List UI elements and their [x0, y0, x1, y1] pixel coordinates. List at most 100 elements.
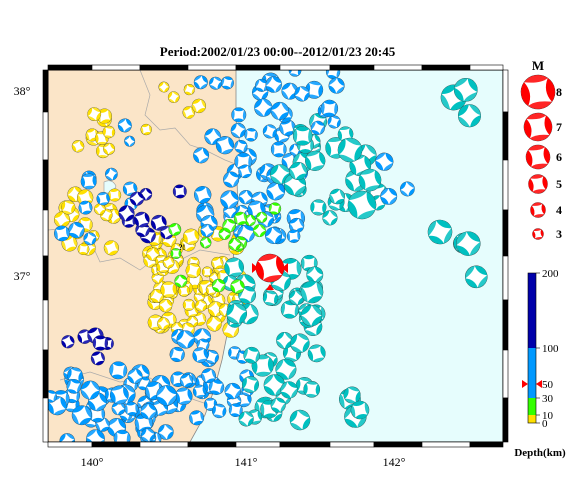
focal-mechanism-ball: [192, 347, 209, 363]
focal-mechanism-ball: [211, 403, 227, 419]
magnitude-legend-ball: [525, 144, 551, 170]
frame-tick: [91, 64, 141, 71]
frame-tick: [42, 159, 49, 211]
focal-mechanism-ball: [307, 344, 326, 363]
focal-mechanism-ball: [77, 243, 90, 256]
focal-mechanism-ball: [209, 76, 223, 90]
focal-mechanism-ball: [83, 232, 97, 246]
focal-mechanism-ball: [262, 290, 279, 306]
focal-mechanism-ball: [343, 386, 361, 404]
focal-mechanism-ball: [224, 382, 241, 400]
frame-tick: [502, 255, 509, 301]
focal-mechanism-ball: [71, 140, 85, 153]
large-focal-mechanism: [358, 168, 382, 192]
focal-mechanism-ball: [243, 346, 260, 364]
focal-mechanism-ball: [140, 428, 155, 442]
depth-marker: [522, 380, 528, 388]
large-focal-mechanism: [427, 219, 453, 245]
focal-mechanism-ball: [48, 390, 57, 403]
focal-mechanism-ball: [300, 304, 323, 327]
focal-mechanism-ball: [228, 238, 241, 251]
frame-tick: [47, 441, 93, 448]
magnitude-legend-ball: [532, 228, 544, 240]
focal-mechanism-ball: [306, 266, 324, 284]
frame-tick: [279, 64, 331, 71]
focal-mechanism-ball: [280, 381, 298, 399]
focal-mechanism-ball: [182, 106, 195, 119]
focal-mechanism-ball: [117, 118, 132, 133]
focal-mechanism-ball: [200, 223, 214, 238]
focal-mechanism-ball: [234, 139, 248, 154]
focal-mechanism-ball: [103, 240, 119, 256]
focal-mechanism-ball: [290, 333, 310, 353]
focal-mechanism-ball: [87, 107, 102, 122]
depth-tick-label: 200: [542, 268, 559, 280]
focal-mechanism-ball: [305, 150, 326, 171]
depth-band: [528, 415, 536, 423]
focal-mechanism-ball: [265, 226, 283, 244]
focal-mechanism-ball: [270, 397, 286, 413]
focal-mechanism-ball: [193, 147, 210, 164]
mainshock-marker: [282, 263, 288, 273]
large-focal-mechanism: [347, 190, 377, 220]
focal-mechanism-ball: [183, 228, 200, 245]
frame-tick: [47, 64, 93, 71]
frame-tick: [42, 349, 49, 399]
focal-mechanism-ball: [244, 128, 258, 142]
focal-mechanism-ball: [66, 379, 82, 394]
focal-mechanism-ball: [191, 98, 207, 114]
frame-tick: [139, 64, 189, 71]
focal-mechanism-ball: [105, 167, 118, 181]
focal-mechanism-ball: [254, 98, 273, 117]
focal-mechanism-ball: [102, 125, 116, 139]
focal-mechanism-ball: [174, 387, 193, 405]
magnitude-legend-ball: [528, 174, 548, 194]
focal-mechanism-ball: [61, 200, 76, 215]
focal-mechanism-ball: [329, 188, 345, 205]
large-focal-mechanism: [337, 137, 363, 163]
focal-mechanism-ball: [212, 278, 226, 293]
focal-mechanism-ball: [156, 385, 177, 406]
focal-mechanism-ball: [294, 86, 310, 102]
frame-tick: [42, 397, 49, 443]
focal-mechanism-ball: [109, 361, 128, 380]
focal-mechanism-ball: [140, 403, 157, 420]
focal-mechanism-ball: [192, 384, 207, 399]
focal-mechanism-ball: [265, 76, 282, 93]
lat-label: 38°: [14, 84, 31, 98]
frame-tick: [91, 441, 141, 448]
frame-tick: [42, 209, 49, 257]
focal-mechanism-ball: [457, 104, 481, 128]
focal-mechanism-ball: [204, 128, 221, 145]
magnitude-legend-ball: [530, 202, 546, 218]
focal-mechanism-ball: [124, 401, 139, 416]
focal-mechanism-ball: [230, 122, 246, 138]
focal-mechanism-ball: [275, 358, 297, 380]
focal-mechanism-ball: [262, 124, 277, 139]
frame-tick: [502, 69, 509, 113]
focal-mechanism-ball: [253, 224, 266, 238]
frame-tick: [502, 209, 509, 257]
focal-mechanism-ball: [310, 120, 325, 135]
focal-mechanism-ball: [268, 202, 282, 215]
focal-mechanism-ball: [201, 368, 216, 384]
focal-mechanism-ball: [289, 162, 308, 180]
focal-mechanism-ball: [223, 171, 240, 188]
focal-mechanism-ball: [305, 80, 324, 99]
focal-mechanism-ball: [320, 99, 339, 118]
depth-band: [528, 398, 536, 415]
frame-tick: [329, 441, 375, 448]
frame-tick: [42, 111, 49, 161]
focal-mechanism-ball: [182, 298, 195, 311]
focal-mechanism-ball: [92, 335, 109, 351]
focal-mechanisms: ?!: [48, 70, 488, 442]
magnitude-legend: M8 7 6 5 4 3: [520, 58, 562, 241]
focal-mechanism-ball: [174, 274, 188, 288]
frame-tick: [502, 397, 509, 443]
focal-mechanism-ball: [286, 229, 301, 243]
depth-band: [528, 348, 536, 398]
focal-mechanism-ball: [160, 281, 177, 298]
frame-tick: [187, 441, 237, 448]
focal-mechanism-ball: [241, 375, 259, 393]
focal-mechanism-ball: [280, 300, 299, 319]
